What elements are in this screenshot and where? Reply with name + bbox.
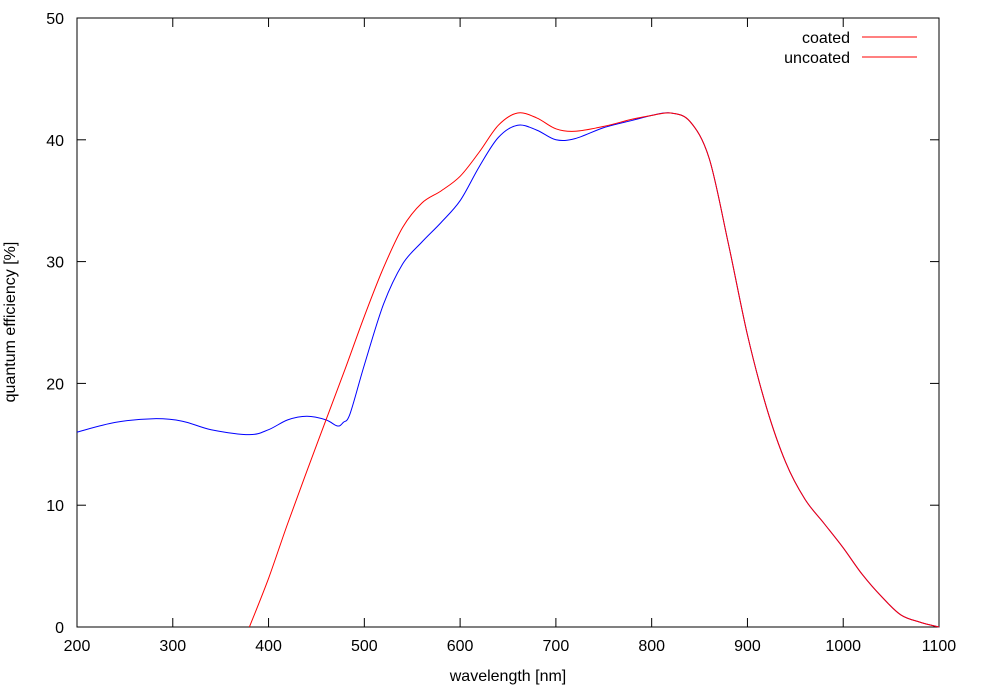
x-tick-label: 700 xyxy=(543,638,570,655)
y-tick-label: 20 xyxy=(46,376,64,393)
y-tick-label: 0 xyxy=(55,620,64,637)
x-tick-label: 600 xyxy=(447,638,474,655)
series-line-uncoated xyxy=(248,112,940,628)
x-tick-label: 1000 xyxy=(825,638,861,655)
y-tick-label: 50 xyxy=(46,11,64,28)
x-tick-label: 800 xyxy=(638,638,665,655)
y-tick-label: 10 xyxy=(46,498,64,515)
series-lines xyxy=(76,112,940,628)
legend: coated uncoated xyxy=(784,30,917,67)
axis-ticks xyxy=(76,17,940,628)
x-axis-title: wavelength [nm] xyxy=(449,668,567,685)
legend-label-coated: coated xyxy=(802,30,850,47)
x-tick-label: 900 xyxy=(734,638,761,655)
x-tick-label: 500 xyxy=(351,638,378,655)
y-axis-title: quantum efficiency [%] xyxy=(2,242,19,403)
x-tick-label: 200 xyxy=(64,638,91,655)
x-tick-label: 400 xyxy=(255,638,282,655)
y-tick-labels: 0 10 20 30 40 50 xyxy=(46,11,64,637)
legend-label-uncoated: uncoated xyxy=(784,50,850,67)
y-tick-label: 30 xyxy=(46,255,64,272)
x-tick-label: 300 xyxy=(159,638,186,655)
y-tick-label: 40 xyxy=(46,133,64,150)
x-tick-labels: 200 300 400 500 600 700 800 900 1000 1100 xyxy=(64,638,957,655)
plot-frame xyxy=(76,17,940,628)
series-line-coated xyxy=(76,112,940,628)
x-tick-label: 1100 xyxy=(922,638,957,655)
